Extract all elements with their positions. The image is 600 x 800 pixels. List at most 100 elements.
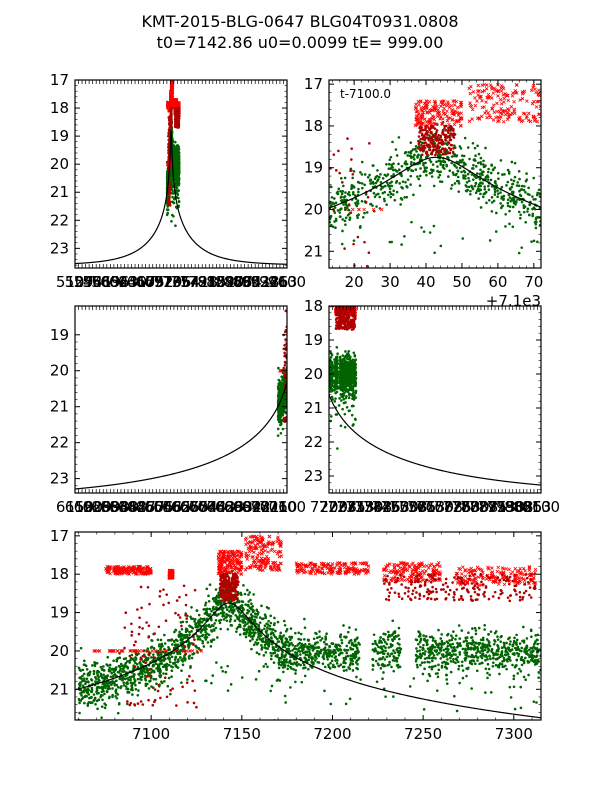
data-point (176, 177, 179, 181)
plot-area (75, 80, 287, 265)
data-point (461, 158, 464, 162)
data-point (412, 193, 415, 197)
data-point (504, 225, 507, 228)
data-point (536, 240, 539, 244)
y-tick-label: 22 (50, 211, 69, 229)
data-point (447, 175, 450, 178)
y-tick-label: 20 (50, 155, 69, 173)
data-point (168, 191, 172, 195)
data-point (477, 152, 481, 156)
data-point (331, 225, 335, 229)
data-point (412, 155, 415, 159)
data-point (173, 156, 177, 160)
figure-title-line2: t0=7142.86 u0=0.0099 tE= 999.00 (156, 33, 444, 52)
data-point (391, 140, 394, 144)
data-point (489, 178, 493, 182)
data-point (496, 192, 500, 195)
data-point (343, 176, 347, 180)
data-point (413, 157, 416, 161)
data-point (404, 160, 408, 163)
data-point (526, 207, 530, 211)
data-point (360, 160, 364, 164)
data-point (401, 180, 405, 183)
data-point (340, 177, 343, 180)
data-point (390, 184, 394, 188)
data-point (351, 184, 355, 188)
data-point (177, 199, 181, 203)
data-point (520, 188, 524, 191)
data-point (333, 197, 336, 200)
data-point (511, 205, 515, 209)
data-point (170, 220, 173, 223)
data-point (524, 220, 528, 224)
data-point (481, 170, 484, 174)
data-point (405, 195, 409, 199)
data-point (334, 201, 338, 205)
data-point (479, 192, 482, 196)
data-point (344, 191, 347, 194)
data-point (416, 154, 419, 158)
data-point (167, 128, 171, 132)
data-point (170, 188, 174, 192)
data-point (438, 173, 442, 177)
data-point (371, 180, 375, 184)
data-point (476, 161, 480, 165)
data-point (177, 151, 181, 155)
data-point (474, 165, 478, 168)
data-point (490, 163, 493, 167)
data-point (482, 192, 486, 196)
data-point (514, 200, 518, 203)
data-point (449, 187, 453, 190)
data-point (493, 180, 497, 184)
data-point (167, 197, 171, 200)
data-point (418, 184, 422, 187)
data-point (474, 154, 477, 157)
data-point (419, 155, 423, 159)
data-point (486, 170, 490, 174)
data-point (513, 175, 517, 179)
data-point (489, 171, 493, 175)
data-point (175, 158, 178, 161)
data-point (501, 173, 504, 176)
data-point (436, 165, 439, 168)
data-point (447, 156, 450, 159)
data-point (453, 144, 456, 147)
data-point (483, 185, 487, 188)
data-point (348, 193, 352, 197)
data-point (508, 196, 512, 199)
data-point (397, 162, 400, 166)
data-point (487, 188, 491, 191)
data-point (479, 156, 483, 160)
data-point (383, 184, 387, 188)
data-point (404, 150, 408, 154)
data-point (399, 203, 402, 206)
data-point (340, 192, 344, 196)
data-point (167, 132, 170, 136)
data-point (388, 158, 392, 162)
data-point (395, 190, 399, 194)
data-point (522, 210, 526, 214)
data-point (172, 144, 176, 147)
data-point (404, 180, 407, 184)
data-point (361, 215, 365, 219)
y-tick-label: 19 (50, 127, 69, 145)
data-point (397, 168, 401, 171)
data-point (169, 108, 173, 111)
data-point (537, 188, 541, 192)
data-point (466, 172, 470, 176)
data-point (175, 149, 179, 153)
data-point (490, 201, 494, 204)
data-point (346, 213, 350, 217)
data-point (531, 207, 534, 211)
data-point (493, 187, 497, 190)
data-point (484, 146, 487, 150)
data-point (534, 216, 538, 220)
data-point (175, 163, 179, 167)
data-point (464, 184, 468, 187)
data-point (177, 106, 181, 110)
data-point (493, 193, 497, 196)
data-point (471, 167, 475, 170)
data-point (468, 157, 471, 161)
data-point (378, 195, 381, 199)
